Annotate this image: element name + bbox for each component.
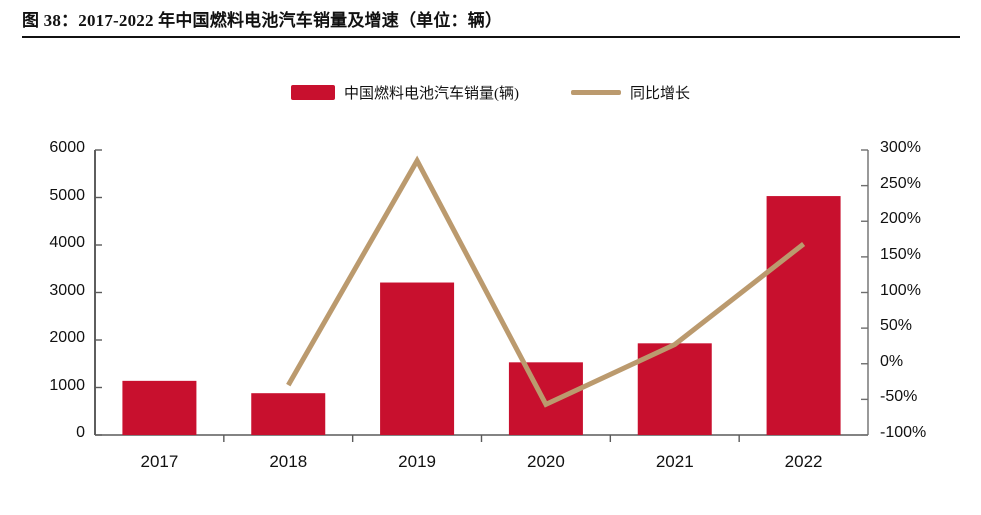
legend-bar-swatch-icon [290, 85, 335, 100]
x-axis-tick-label: 2020 [526, 452, 565, 471]
growth-line-path [286, 155, 806, 408]
bar-series [122, 196, 841, 435]
y-axis-right-tick-label: 150% [880, 245, 921, 263]
y-axis-left-tick-label: 3000 [49, 281, 85, 299]
legend-item-growth[interactable]: 同比增长 [570, 82, 690, 103]
bar-2020 [508, 362, 583, 435]
title-divider [22, 36, 960, 38]
y-axis-left-tick-label: 4000 [49, 234, 85, 251]
x-axis-tick-label: 2021 [655, 452, 694, 471]
legend-label-sales: 中国燃料电池汽车销量(辆) [343, 86, 519, 102]
bar-2022 [766, 196, 841, 435]
y-axis-right-tick-label: -100% [880, 424, 927, 441]
y-axis-right-tick-label: 50% [880, 317, 913, 335]
y-axis-right-tick-label: 0% [880, 352, 904, 370]
x-axis-tick-label: 2018 [269, 452, 308, 471]
line-series [286, 155, 806, 408]
chart-axes [94, 149, 869, 442]
legend-line-swatch-icon [570, 90, 621, 95]
chart-legend: 中国燃料电池汽车销量(辆) 同比增长 [0, 82, 981, 103]
legend-label-growth: 同比增长 [629, 86, 690, 102]
legend-item-sales[interactable]: 中国燃料电池汽车销量(辆) [290, 82, 519, 103]
y-axis-right-tick-label: 300% [880, 139, 921, 156]
y-axis-left-tick-label: 5000 [49, 186, 85, 204]
y-axis-right-tick-label: 200% [880, 210, 921, 228]
page-title: 图 38：2017-2022 年中国燃料电池汽车销量及增速（单位：辆） [22, 11, 503, 30]
bar-2019 [380, 282, 455, 435]
y-axis-right-tick-label: 250% [880, 174, 921, 192]
bar-2017 [122, 380, 197, 435]
y-axis-right-tick-label: -50% [880, 388, 918, 406]
y-axis-left-tick-label: 1000 [49, 376, 85, 394]
x-axis-tick-label: 2019 [398, 452, 436, 471]
y-axis-left-tick-label: 2000 [49, 329, 85, 346]
y-axis-right-tick-label: 100% [880, 281, 921, 299]
x-axis-tick-label: 2022 [784, 452, 823, 471]
x-axis-tick-label: 2017 [140, 452, 179, 471]
y-axis-left-tick-label: 0 [76, 424, 85, 441]
bar-2018 [251, 393, 326, 435]
y-axis-left-tick-label: 6000 [49, 139, 85, 156]
